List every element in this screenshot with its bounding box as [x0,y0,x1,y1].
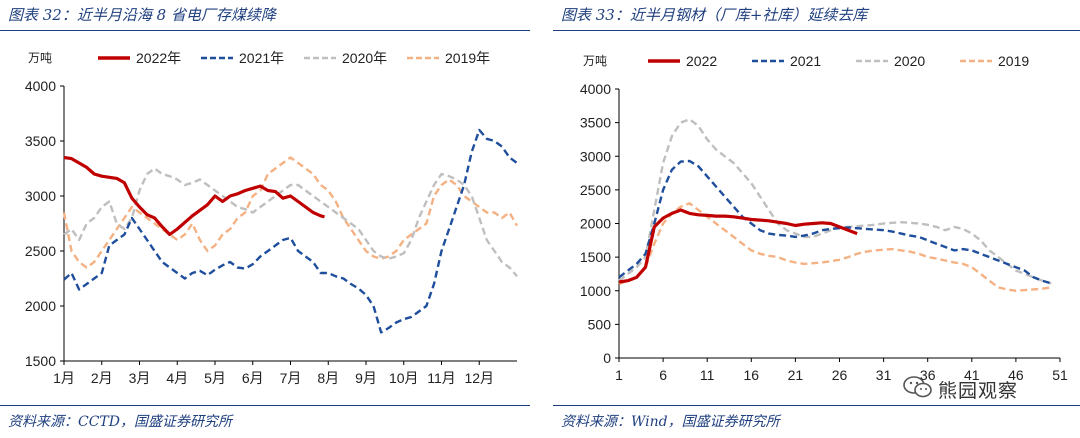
legend-label: 2022年 [136,50,181,66]
x-tick-label: 6月 [242,370,264,386]
y-tick-label: 1500 [580,249,611,265]
x-tick-label: 31 [876,367,892,383]
series-line-2021 [618,159,1052,285]
series-line-2020 [618,118,1052,285]
chart-title: 图表 33：近半月钢材（厂库+社库）延续去库 [561,6,868,24]
y-tick-label: 2500 [25,243,56,259]
x-tick-label: 51 [1052,367,1068,383]
y-axis-unit: 万吨 [28,51,52,65]
legend-label: 2021 [790,53,821,69]
x-tick-label: 10月 [389,370,419,386]
series-line-2021 [63,128,518,334]
y-tick-label: 3000 [25,188,56,204]
y-tick-label: 500 [588,316,612,332]
x-tick-label: 1 [615,367,623,383]
legend-label: 2021年 [239,50,284,66]
watermark-text: 熊园观察 [938,380,1019,402]
legend-label: 2019 [998,53,1029,69]
y-tick-label: 2000 [580,216,611,232]
legend-label: 2020年 [342,50,387,66]
chart-source: 资料来源：CCTD，国盛证券研究所 [8,414,232,430]
x-tick-label: 1月 [53,370,75,386]
watermark: 熊园观察 [902,372,1078,402]
x-tick-label: 9月 [355,370,377,386]
wechat-icon [903,376,932,398]
divider [0,30,530,31]
chart-title: 图表 32：近半月沿海 8 省电厂存煤续降 [8,6,276,24]
y-tick-label: 3500 [25,133,56,149]
x-tick-label: 4月 [166,370,188,386]
chart-panel-coal-stock: 图表 32：近半月沿海 8 省电厂存煤续降 万吨 1500 2000 2500 3000… [0,0,530,438]
chart-source: 资料来源：Wind，国盛证券研究所 [561,414,780,430]
x-tick-label: 26 [832,367,848,383]
x-tick-label: 5月 [204,370,226,386]
series-line-2020 [63,167,518,278]
y-tick-label: 4000 [25,78,56,94]
x-tick-label: 12月 [464,370,494,386]
x-tick-label: 2月 [91,370,113,386]
x-tick-label: 11月 [427,370,456,386]
legend-label: 2020 [894,53,925,69]
x-tick-label: 41 [964,367,980,383]
x-tick-label: 36 [920,367,936,383]
y-axis-unit: 万吨 [583,54,607,68]
y-tick-label: 2000 [25,298,56,314]
legend-label: 2019年 [445,50,490,66]
divider [553,30,1080,31]
x-tick-label: 3月 [129,370,151,386]
y-tick-label: 3500 [580,115,611,131]
x-tick-label: 7月 [280,370,302,386]
x-tick-label: 21 [788,367,804,383]
series-line-2022 [618,208,858,284]
x-tick-label: 46 [1008,367,1024,383]
coal-stock-line-chart: 万吨 1500 2000 2500 3000 3500 4000 1月 2月 3月 4月 5月 6月 7月… [25,50,519,386]
x-tick-label: 6 [659,367,667,383]
y-tick-label: 0 [603,350,611,366]
x-tick-label: 11 [700,367,715,383]
chart-panel-steel-stock: 图表 33：近半月钢材（厂库+社库）延续去库 万吨 0 500 1000 1500 200… [553,0,1080,438]
series-line-2022 [63,155,325,237]
legend-label: 2022 [686,53,717,69]
y-tick-label: 4000 [580,81,611,97]
divider [553,405,1080,406]
y-tick-label: 1000 [580,283,611,299]
series-line-2019 [618,202,1052,292]
y-tick-label: 3000 [580,148,611,164]
divider [0,405,530,406]
series-line-2019 [62,156,519,269]
x-tick-label: 16 [744,367,760,383]
y-tick-label: 2500 [580,182,611,198]
y-tick-label: 1500 [25,353,56,369]
x-tick-label: 8月 [317,370,339,386]
